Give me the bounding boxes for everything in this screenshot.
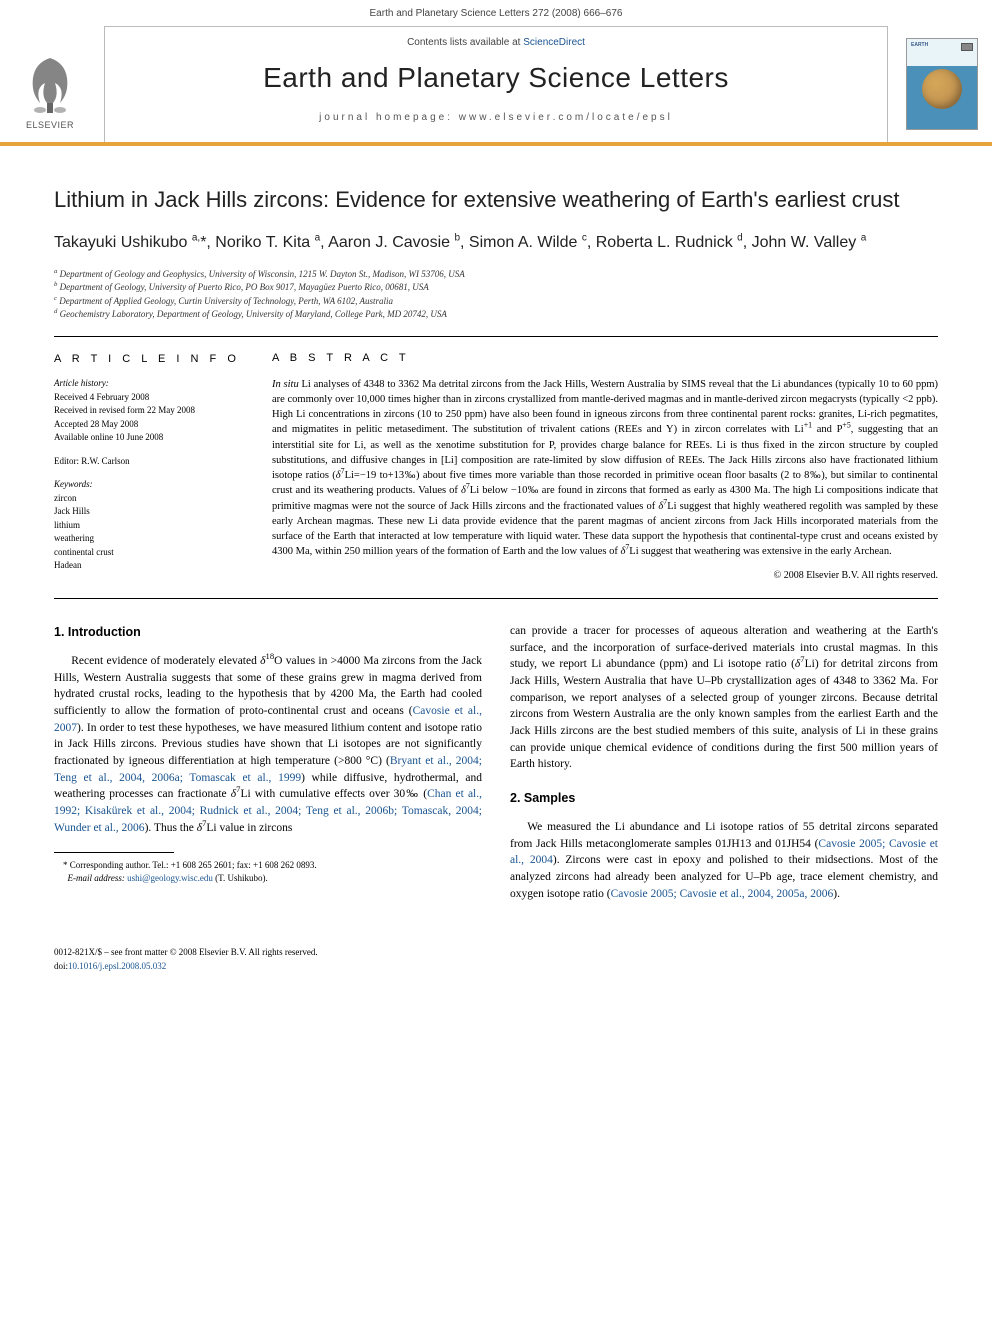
cover-globe-icon — [922, 69, 962, 109]
article-container: Lithium in Jack Hills zircons: Evidence … — [0, 146, 992, 932]
article-info-column: A R T I C L E I N F O Article history: R… — [54, 351, 244, 584]
citation[interactable]: Cavosie 2005; Cavosie et al., 2004 — [510, 838, 938, 867]
footnote-divider — [54, 852, 174, 853]
citation[interactable]: Cavosie 2005; Cavosie et al., 2004, 2005… — [611, 888, 834, 900]
front-matter-line: 0012-821X/$ – see front matter © 2008 El… — [54, 946, 938, 960]
history-lines: Received 4 February 2008Received in revi… — [54, 391, 244, 445]
abstract-text: In situ Li analyses of 4348 to 3362 Ma d… — [272, 377, 938, 560]
intro-paragraph-1-continued: can provide a tracer for processes of aq… — [510, 623, 938, 773]
section-heading-introduction: 1. Introduction — [54, 623, 482, 641]
abstract-heading: A B S T R A C T — [272, 351, 938, 367]
abstract-copyright: © 2008 Elsevier B.V. All rights reserved… — [272, 569, 938, 584]
author-list: Takayuki Ushikubo a,*, Noriko T. Kita a,… — [54, 232, 938, 254]
citation[interactable]: Cavosie et al., 2007 — [54, 705, 482, 734]
sciencedirect-link[interactable]: ScienceDirect — [523, 37, 585, 48]
doi-line: doi:10.1016/j.epsl.2008.05.032 — [54, 960, 938, 974]
journal-banner: ELSEVIER Contents lists available at Sci… — [0, 26, 992, 146]
samples-paragraph-1: We measured the Li abundance and Li isot… — [510, 819, 938, 902]
journal-cover-thumbnail: EARTH — [906, 38, 978, 130]
journal-homepage-line: journal homepage: www.elsevier.com/locat… — [105, 112, 887, 123]
keyword-list: zirconJack Hillslithiumweatheringcontine… — [54, 492, 244, 573]
elsevier-tree-icon — [15, 48, 85, 118]
keywords-label: Keywords: — [54, 478, 244, 492]
section-heading-samples: 2. Samples — [510, 789, 938, 807]
article-info-heading: A R T I C L E I N F O — [54, 351, 244, 368]
contents-available-line: Contents lists available at ScienceDirec… — [105, 37, 887, 48]
abstract-column: A B S T R A C T In situ Li analyses of 4… — [272, 351, 938, 584]
corresponding-author-footnote: * Corresponding author. Tel.: +1 608 265… — [54, 859, 482, 872]
author-email-link[interactable]: ushi@geology.wisc.edu — [127, 873, 213, 883]
running-header: Earth and Planetary Science Letters 272 … — [0, 0, 992, 26]
cover-title-text: EARTH — [911, 42, 928, 48]
publisher-block: ELSEVIER — [0, 26, 100, 142]
citation[interactable]: Chan et al., 1992; Kisakürek et al., 200… — [54, 788, 482, 833]
divider — [54, 598, 938, 599]
body-two-column: 1. Introduction Recent evidence of moder… — [54, 623, 938, 903]
editor-line: Editor: R.W. Carlson — [54, 455, 244, 469]
banner-center: Contents lists available at ScienceDirec… — [104, 26, 888, 142]
email-footnote: E-mail address: ushi@geology.wisc.edu (T… — [54, 872, 482, 885]
intro-paragraph-1: Recent evidence of moderately elevated δ… — [54, 653, 482, 836]
info-abstract-row: A R T I C L E I N F O Article history: R… — [54, 351, 938, 584]
page-footer: 0012-821X/$ – see front matter © 2008 El… — [0, 932, 992, 993]
body-column-left: 1. Introduction Recent evidence of moder… — [54, 623, 482, 903]
journal-cover-block: EARTH — [892, 26, 992, 142]
publisher-label: ELSEVIER — [26, 120, 74, 130]
divider — [54, 336, 938, 337]
article-title: Lithium in Jack Hills zircons: Evidence … — [54, 186, 938, 214]
cover-flag-icon — [961, 43, 973, 51]
body-column-right: can provide a tracer for processes of aq… — [510, 623, 938, 903]
citation[interactable]: Bryant et al., 2004; Teng et al., 2004, … — [54, 755, 482, 784]
doi-link[interactable]: 10.1016/j.epsl.2008.05.032 — [68, 961, 166, 971]
journal-name: Earth and Planetary Science Letters — [105, 62, 887, 94]
history-label: Article history: — [54, 377, 244, 391]
affiliation-list: a Department of Geology and Geophysics, … — [54, 268, 938, 322]
